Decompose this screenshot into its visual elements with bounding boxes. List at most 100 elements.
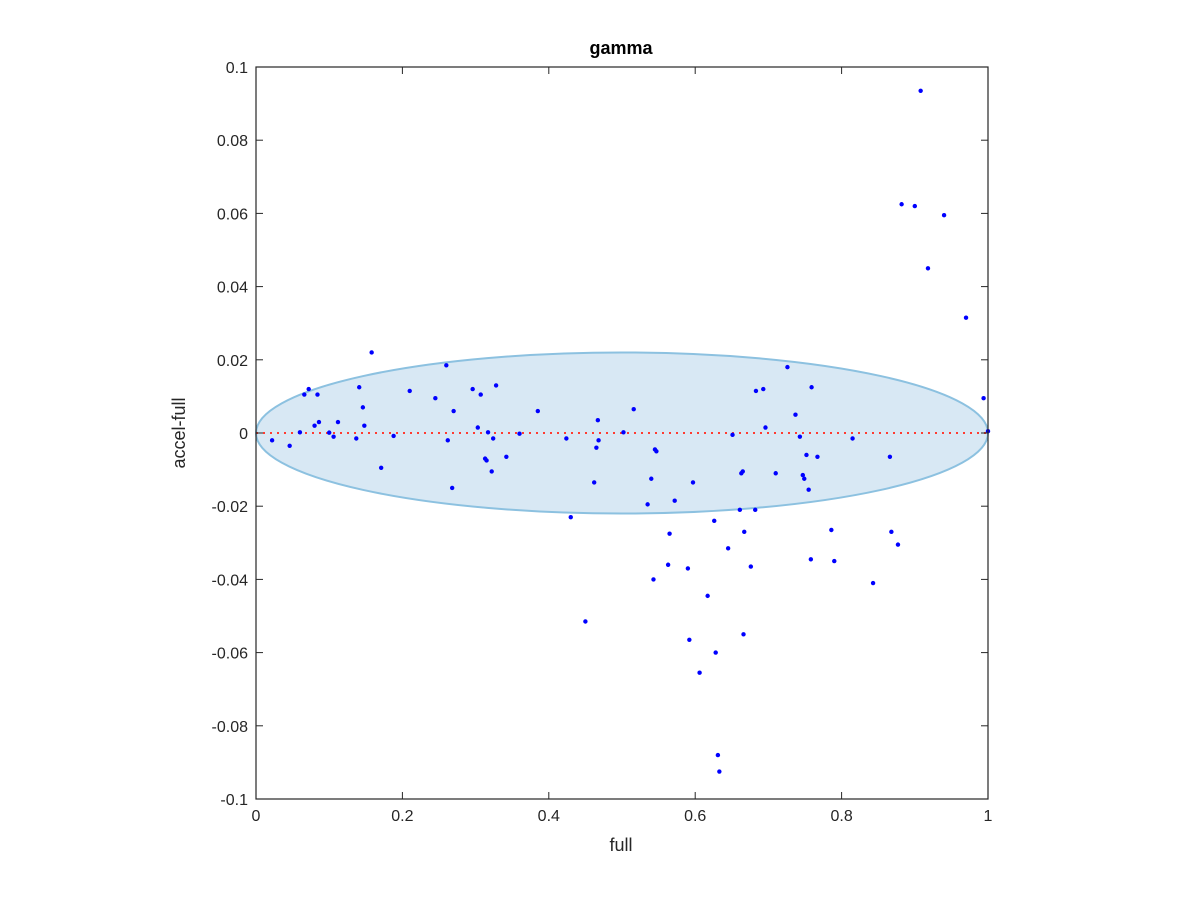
data-point <box>535 408 541 414</box>
data-point <box>596 438 601 443</box>
data-point <box>887 454 893 459</box>
data-point <box>591 480 597 485</box>
data-point <box>651 577 656 582</box>
data-point <box>287 443 292 449</box>
data-point <box>804 452 809 458</box>
data-point <box>899 202 904 207</box>
data-point <box>918 88 923 93</box>
data-point <box>740 469 745 474</box>
data-point <box>407 388 412 394</box>
x-tick-label: 0.2 <box>391 808 413 825</box>
data-point <box>360 405 366 410</box>
data-point <box>327 430 332 435</box>
plot-area: 0 0.2 0.4 0.6 0.8 1 -0.1 -0.08 -0.06 -0.04 -0.02 0 0… <box>212 60 993 825</box>
data-point <box>697 670 702 675</box>
data-point <box>649 476 654 481</box>
data-point <box>645 502 650 507</box>
data-point <box>269 438 275 443</box>
data-point <box>832 558 837 564</box>
data-point <box>806 487 811 492</box>
x-tick-label: 0.8 <box>830 808 852 825</box>
y-tick-label: -0.1 <box>220 792 248 809</box>
data-point <box>773 471 778 476</box>
data-point <box>800 472 806 478</box>
data-point <box>717 769 722 774</box>
data-point <box>631 407 636 412</box>
data-point <box>802 476 807 481</box>
data-point <box>687 637 692 642</box>
data-point <box>712 518 717 524</box>
data-point <box>331 434 336 439</box>
data-point <box>941 213 947 218</box>
data-point <box>829 527 834 533</box>
data-point <box>583 619 588 624</box>
data-point <box>850 436 855 441</box>
data-point <box>870 580 876 586</box>
data-point <box>753 507 758 513</box>
data-point <box>785 364 790 370</box>
data-point <box>504 454 509 459</box>
y-tick-label: 0.04 <box>217 280 248 297</box>
data-point <box>445 438 450 443</box>
data-point <box>654 449 659 454</box>
data-point <box>665 562 671 567</box>
data-point <box>705 593 710 599</box>
y-tick-label: 0.08 <box>217 133 248 150</box>
data-point <box>451 408 456 414</box>
data-point <box>753 388 759 394</box>
data-point <box>741 632 746 637</box>
data-point <box>761 386 766 392</box>
y-tick-label: -0.02 <box>212 499 249 516</box>
data-point <box>690 480 696 485</box>
data-point <box>725 546 731 551</box>
x-tick-label: 0.4 <box>538 808 560 825</box>
y-tick-label: -0.08 <box>212 719 249 736</box>
data-point <box>433 396 438 401</box>
data-point <box>478 392 483 397</box>
x-axis-label: full <box>609 835 632 855</box>
data-point <box>449 485 455 491</box>
data-point <box>484 458 489 463</box>
x-tick-label: 1 <box>984 808 993 825</box>
data-point <box>685 566 691 571</box>
y-tick-label: 0.02 <box>217 353 248 370</box>
data-point <box>568 514 573 520</box>
data-point <box>742 529 747 535</box>
data-point <box>493 383 499 388</box>
y-tick-label: -0.06 <box>212 646 249 663</box>
data-point <box>335 419 341 425</box>
data-point <box>489 469 494 474</box>
data-point <box>672 498 677 503</box>
data-point <box>357 385 362 390</box>
data-point <box>737 507 743 513</box>
data-point <box>362 423 367 428</box>
data-point <box>889 529 894 535</box>
data-point <box>391 433 396 439</box>
data-point <box>354 436 359 441</box>
data-point <box>594 445 599 450</box>
data-point <box>963 315 969 320</box>
data-point <box>793 412 798 417</box>
data-point <box>475 425 480 430</box>
data-point <box>312 423 317 428</box>
data-point <box>912 203 917 209</box>
data-point <box>763 425 768 430</box>
y-tick-label: -0.04 <box>212 572 249 589</box>
data-point <box>808 557 814 562</box>
data-point <box>485 430 491 435</box>
data-point <box>595 417 601 423</box>
data-point <box>667 531 672 536</box>
data-point <box>815 454 820 459</box>
data-point <box>621 430 626 435</box>
data-point <box>444 363 449 368</box>
data-point <box>316 419 322 425</box>
data-point <box>470 386 475 392</box>
data-point <box>925 266 931 271</box>
data-point <box>490 436 496 441</box>
data-point <box>715 752 721 758</box>
chart-title: gamma <box>589 38 653 58</box>
data-point <box>713 650 718 655</box>
y-tick-label: 0.06 <box>217 206 248 223</box>
data-point <box>306 386 311 392</box>
